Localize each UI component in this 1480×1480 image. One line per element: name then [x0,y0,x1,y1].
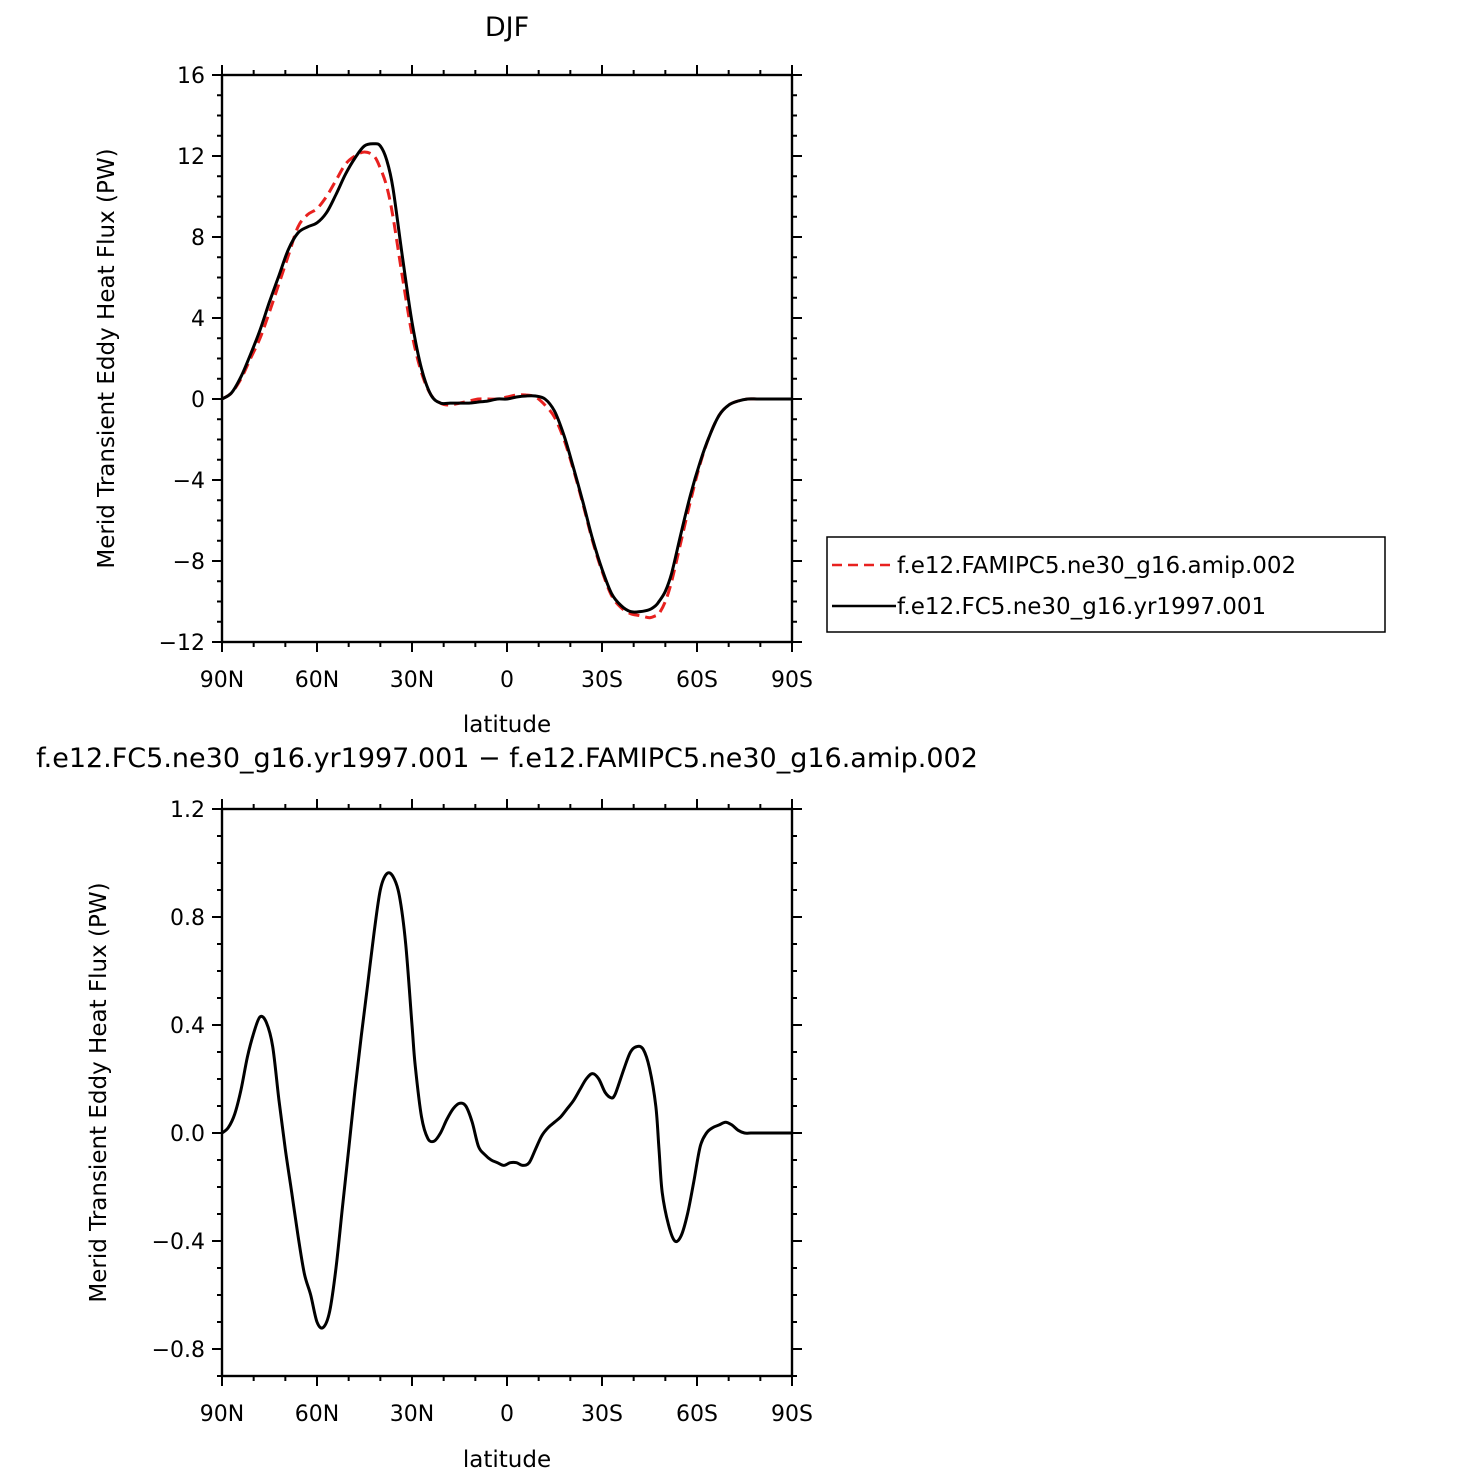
x-tick-label: 60N [295,668,339,693]
y-tick-label: −8 [173,550,205,575]
x-tick-label: 0 [500,668,514,693]
series-line-0-1 [221,142,792,614]
x-tick-label: 90S [771,1402,813,1427]
top-panel-ylabel: Merid Transient Eddy Heat Flux (PW) [94,148,120,568]
x-tick-label: 30N [390,668,434,693]
series-line-0-0 [221,150,792,620]
bottom-panel-frame [220,807,794,1378]
y-tick-label: −0.4 [152,1230,205,1255]
y-tick-label: 0 [191,388,205,413]
y-tick-label: 4 [191,307,205,332]
bottom-panel-ticks [212,799,802,1386]
legend: f.e12.FAMIPC5.ne30_g16.amip.002 f.e12.FC… [826,536,1386,633]
bottom-panel-ytick-labels: 1.2 0.8 0.4 0.0 −0.4 −0.8 [152,798,205,1363]
top-panel-ytick-labels: 16 12 8 4 0 −4 −8 −12 [159,64,205,656]
y-tick-label: 16 [177,64,205,89]
x-tick-label: 30N [390,1402,434,1427]
y-tick-label: 0.8 [170,906,205,931]
top-panel-frame [220,73,794,644]
top-panel: DJF 16 12 8 4 0 −4 −8 −12 90N 60N 30N 0 30S 60S 90S l… [94,12,813,738]
x-tick-label: 90N [200,668,244,693]
x-tick-label: 60N [295,1402,339,1427]
y-tick-label: 0.4 [170,1014,205,1039]
x-tick-label: 90N [200,1402,244,1427]
x-tick-label: 30S [581,668,623,693]
x-tick-label: 90S [771,668,813,693]
series-line-1-0 [221,871,792,1330]
y-tick-label: 8 [191,226,205,251]
top-panel-xlabel: latitude [463,712,551,738]
y-tick-label: −12 [159,631,205,656]
top-panel-series [221,142,792,620]
bottom-panel-series [221,871,792,1330]
y-tick-label: −0.8 [152,1338,205,1363]
top-panel-ticks [212,65,802,652]
x-tick-label: 0 [500,1402,514,1427]
x-tick-label: 60S [676,668,718,693]
bottom-panel-title: f.e12.FC5.ne30_g16.yr1997.001 − f.e12.FA… [36,743,978,774]
legend-box [826,536,1386,633]
top-panel-xtick-labels: 90N 60N 30N 0 30S 60S 90S [200,668,813,693]
bottom-panel-ylabel: Merid Transient Eddy Heat Flux (PW) [86,882,112,1302]
y-tick-label: 0.0 [170,1122,205,1147]
bottom-panel-xlabel: latitude [463,1447,551,1473]
top-panel-title: DJF [485,12,529,43]
y-tick-label: −4 [173,469,205,494]
legend-label-fc5: f.e12.FC5.ne30_g16.yr1997.001 [897,594,1266,620]
legend-label-amip: f.e12.FAMIPC5.ne30_g16.amip.002 [897,553,1296,579]
x-tick-label: 60S [676,1402,718,1427]
y-tick-label: 12 [177,145,205,170]
x-tick-label: 30S [581,1402,623,1427]
bottom-panel: f.e12.FC5.ne30_g16.yr1997.001 − f.e12.FA… [36,743,978,1473]
bottom-panel-xtick-labels: 90N 60N 30N 0 30S 60S 90S [200,1402,813,1427]
y-tick-label: 1.2 [170,798,205,823]
